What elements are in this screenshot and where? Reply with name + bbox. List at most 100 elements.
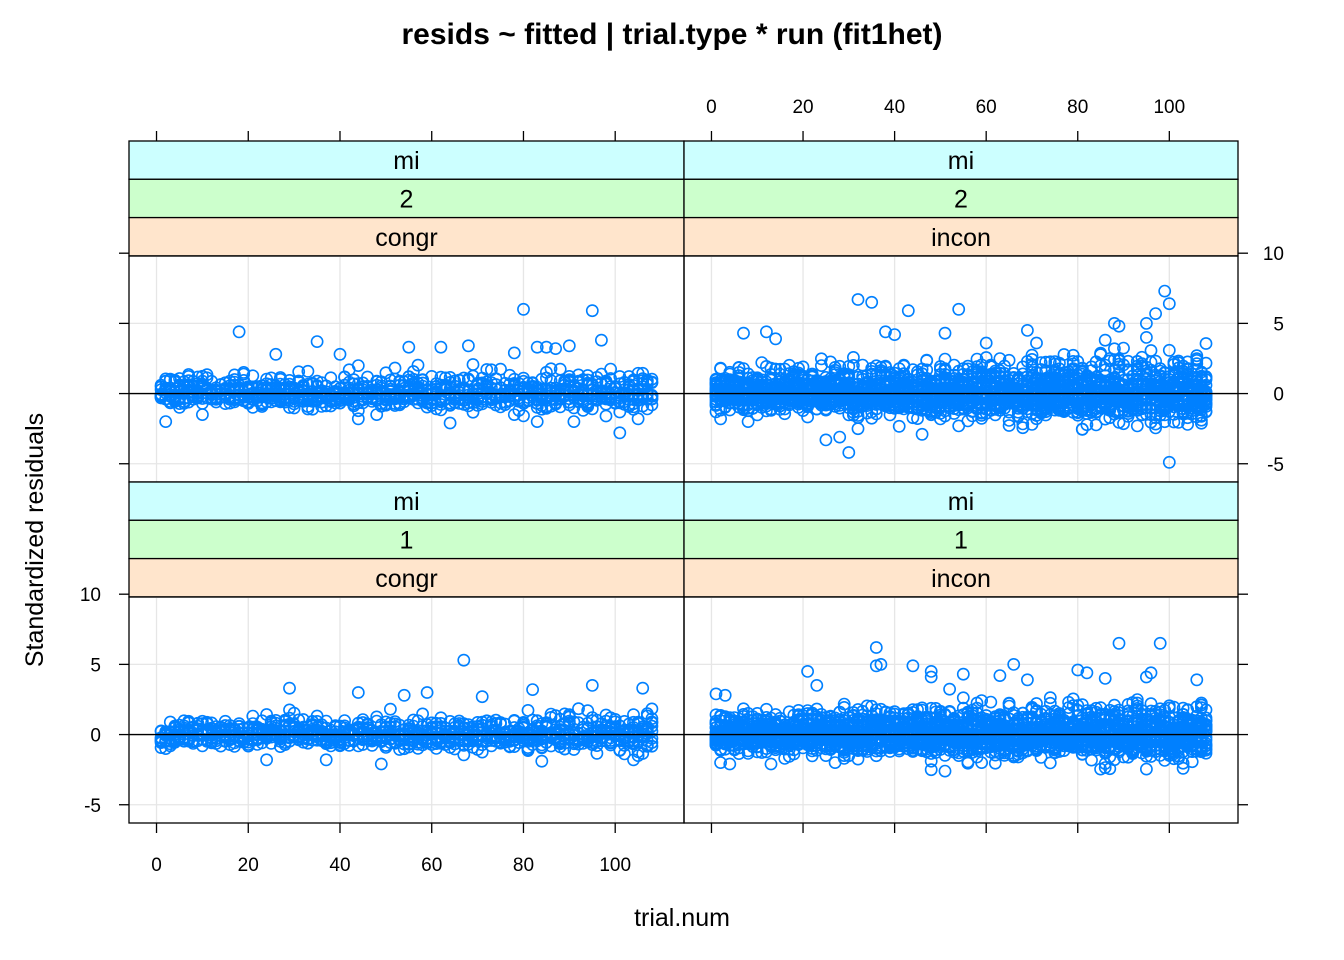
- data-point: [714, 412, 727, 426]
- data-point: [645, 712, 659, 725]
- data-point: [1144, 344, 1158, 357]
- data-point: [1002, 353, 1016, 367]
- data-point: [567, 715, 581, 729]
- data-point: [507, 346, 521, 360]
- data-point: [540, 340, 553, 354]
- data-point: [723, 403, 737, 417]
- data-point: [604, 362, 617, 376]
- strip-label: mi: [948, 147, 974, 175]
- strip-mi-2-congr-0: [128, 140, 685, 180]
- data-point: [645, 702, 659, 716]
- strip-label: mi: [948, 488, 974, 516]
- data-point: [383, 702, 397, 716]
- data-point: [796, 360, 810, 374]
- data-point: [627, 753, 640, 767]
- strip-label: incon: [931, 224, 991, 252]
- strip-label: 2: [400, 185, 414, 213]
- data-point: [631, 412, 645, 426]
- strip-label: congr: [375, 565, 438, 593]
- data-point: [374, 757, 388, 771]
- points-mi-1-incon: [709, 636, 1213, 778]
- data-point: [1199, 337, 1213, 350]
- data-point: [645, 719, 659, 733]
- strip-mi-2-congr-1: [128, 178, 685, 219]
- strip-mi-2-incon-2: [683, 216, 1239, 257]
- strip-mi-1-congr-2: [128, 557, 685, 598]
- data-point: [938, 326, 952, 340]
- data-point: [631, 749, 645, 762]
- strip-mi-1-incon-1: [683, 519, 1239, 560]
- data-point: [847, 358, 860, 372]
- data-point: [567, 415, 581, 428]
- data-point: [732, 361, 746, 375]
- data-point: [351, 412, 365, 426]
- data-point: [1149, 307, 1162, 320]
- points-mi-2-incon: [709, 284, 1213, 469]
- data-point: [1112, 319, 1126, 333]
- panel-frame: [128, 596, 685, 824]
- points-mi-1-congr: [154, 653, 659, 771]
- data-point: [370, 408, 384, 421]
- data-point: [200, 368, 214, 382]
- data-point: [480, 363, 494, 376]
- data-point: [319, 753, 333, 767]
- data-point: [1021, 323, 1034, 337]
- data-point: [1190, 349, 1204, 363]
- data-point: [402, 340, 416, 354]
- x-axis-label: trial.num: [634, 904, 730, 932]
- data-point: [952, 302, 966, 316]
- data-point: [737, 326, 750, 340]
- chart-title: resids ~ fitted | trial.type * run (fit1…: [402, 18, 943, 51]
- data-point: [1167, 415, 1181, 429]
- data-point: [388, 361, 402, 375]
- data-point: [530, 340, 544, 354]
- data-point: [920, 354, 934, 368]
- data-point: [461, 339, 475, 353]
- data-point: [613, 426, 627, 440]
- data-point: [847, 350, 860, 364]
- data-point: [232, 325, 246, 339]
- grid-mi-2-congr: [129, 256, 684, 482]
- data-point: [420, 686, 434, 699]
- strip-label: 2: [954, 185, 968, 213]
- data-point: [1181, 417, 1194, 431]
- data-point: [416, 373, 429, 386]
- data-point: [269, 347, 283, 361]
- data-point: [1158, 284, 1172, 298]
- strip-label: 1: [400, 526, 414, 554]
- strip-label: congr: [375, 224, 438, 252]
- data-point: [310, 335, 324, 348]
- data-point: [851, 422, 865, 436]
- data-point: [833, 430, 847, 444]
- data-point: [1199, 404, 1213, 418]
- data-point: [645, 375, 659, 389]
- y-axis-label: Standardized residuals: [21, 413, 49, 667]
- data-point: [645, 736, 659, 749]
- data-point: [952, 419, 966, 433]
- data-point: [585, 679, 599, 692]
- data-point: [888, 328, 901, 341]
- data-point: [1089, 418, 1103, 432]
- data-point: [920, 363, 934, 377]
- data-point: [182, 368, 195, 381]
- data-point: [1140, 316, 1153, 330]
- strip-mi-1-incon-2: [683, 557, 1239, 598]
- data-point: [769, 332, 782, 346]
- data-point: [1002, 419, 1016, 432]
- data-point: [1075, 422, 1089, 436]
- data-point: [260, 753, 273, 767]
- data-point: [397, 688, 411, 702]
- data-point: [1162, 455, 1176, 469]
- panel-mi-2-incon: mi 2 incon: [683, 140, 1239, 483]
- data-point: [283, 681, 296, 695]
- data-point: [517, 409, 530, 423]
- data-point: [195, 408, 209, 421]
- strip-mi-1-incon-0: [683, 481, 1239, 521]
- data-point: [1108, 342, 1121, 356]
- data-point: [237, 367, 251, 381]
- data-point: [494, 362, 507, 376]
